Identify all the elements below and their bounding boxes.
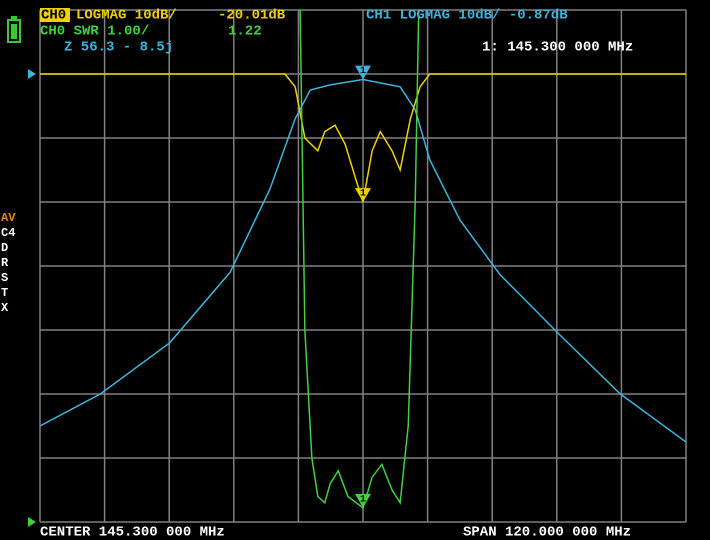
side-item: X [1,301,9,315]
ch1-line: CH1 LOGMAG 10dB/ -0.87dB [366,8,568,24]
ch0-tag: CH0 [41,8,66,24]
marker-freq: 1: 145.300 000 MHz [482,40,633,56]
trace [299,10,420,510]
side-item: AV [1,211,16,225]
battery-level [11,24,17,39]
side-item: D [1,241,8,255]
marker [355,65,371,80]
side-item: S [1,271,8,285]
tag-box [40,8,70,22]
ch0-swr-value: 1.22 [228,24,262,40]
markers: 1 1 1 [355,65,371,508]
marker [355,188,371,203]
marker-label: 1 [360,66,366,77]
side-item: R [1,256,9,270]
ch0-swr: CH0 SWR 1.00/ [40,24,149,40]
ref-marker [28,517,36,527]
side-item: T [1,286,8,300]
ch0-format: LOGMAG 10dB/ [76,8,177,24]
side-item: C4 [1,226,15,240]
marker-label: 1 [360,189,366,200]
center-freq: CENTER 145.300 000 MHz [40,525,225,540]
marker-label: 1 [360,495,366,506]
ch0-value: -20.01dB [218,8,286,24]
impedance: Z 56.3 - 8.5j [64,40,173,56]
battery-tip [11,16,17,20]
span: SPAN 120.000 000 MHz [463,525,631,540]
ref-marker [28,69,36,79]
marker [355,493,371,508]
